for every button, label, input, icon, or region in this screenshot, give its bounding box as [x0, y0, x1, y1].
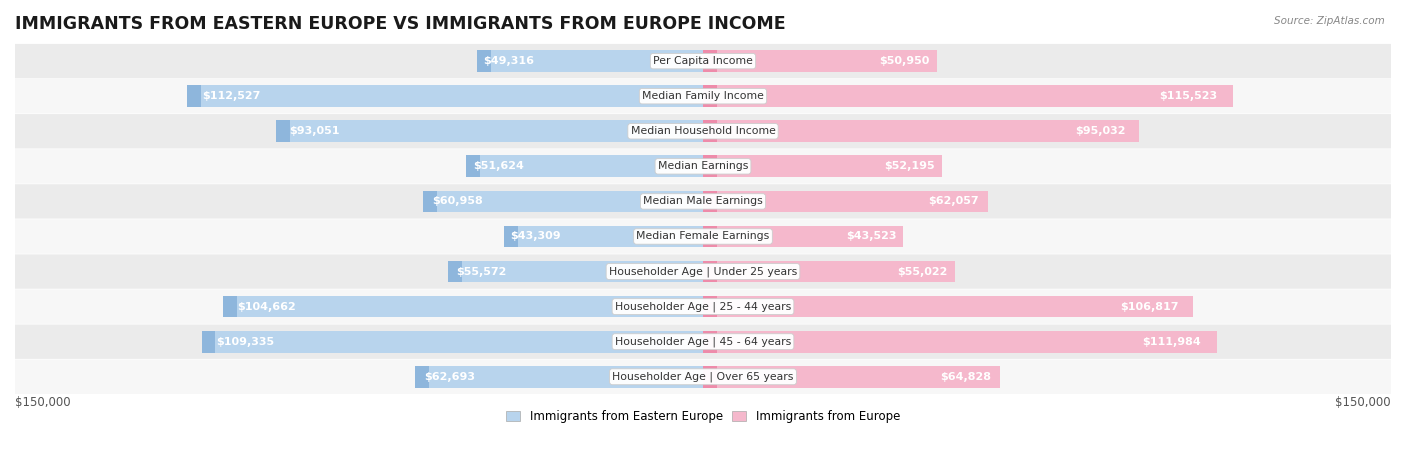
Bar — [703, 156, 942, 177]
FancyBboxPatch shape — [15, 149, 1391, 184]
FancyBboxPatch shape — [15, 114, 1391, 149]
Text: Median Household Income: Median Household Income — [630, 126, 776, 136]
Text: $62,057: $62,057 — [928, 197, 979, 206]
Text: IMMIGRANTS FROM EASTERN EUROPE VS IMMIGRANTS FROM EUROPE INCOME: IMMIGRANTS FROM EASTERN EUROPE VS IMMIGR… — [15, 15, 786, 33]
Bar — [703, 331, 717, 353]
Bar — [415, 366, 429, 388]
FancyBboxPatch shape — [15, 290, 1391, 324]
Text: $64,828: $64,828 — [941, 372, 991, 382]
Text: $50,950: $50,950 — [879, 56, 929, 66]
Text: $106,817: $106,817 — [1119, 302, 1178, 311]
Bar — [276, 120, 703, 142]
Bar — [224, 296, 236, 318]
Bar — [423, 191, 703, 212]
Bar — [703, 261, 717, 283]
FancyBboxPatch shape — [15, 184, 1391, 219]
Bar — [467, 156, 703, 177]
Text: Median Male Earnings: Median Male Earnings — [643, 197, 763, 206]
Text: $109,335: $109,335 — [217, 337, 274, 347]
Bar — [703, 85, 717, 107]
Text: Median Earnings: Median Earnings — [658, 161, 748, 171]
FancyBboxPatch shape — [15, 325, 1391, 359]
Bar — [276, 120, 290, 142]
Bar — [467, 156, 479, 177]
Bar — [703, 50, 717, 72]
Bar — [415, 366, 703, 388]
Legend: Immigrants from Eastern Europe, Immigrants from Europe: Immigrants from Eastern Europe, Immigran… — [501, 405, 905, 428]
Bar — [703, 226, 903, 248]
Bar — [703, 226, 717, 248]
Bar — [187, 85, 703, 107]
Bar — [703, 296, 717, 318]
Text: $60,958: $60,958 — [432, 197, 482, 206]
Text: $115,523: $115,523 — [1159, 91, 1218, 101]
Text: $112,527: $112,527 — [202, 91, 260, 101]
Text: Source: ZipAtlas.com: Source: ZipAtlas.com — [1274, 16, 1385, 26]
FancyBboxPatch shape — [15, 79, 1391, 113]
Bar — [477, 50, 703, 72]
Bar — [703, 85, 1233, 107]
Bar — [201, 331, 215, 353]
Text: $43,523: $43,523 — [846, 232, 897, 241]
FancyBboxPatch shape — [15, 255, 1391, 289]
Bar — [505, 226, 519, 248]
Bar — [224, 296, 703, 318]
Bar — [187, 85, 201, 107]
Text: $51,624: $51,624 — [474, 161, 524, 171]
Bar — [201, 331, 703, 353]
Text: $52,195: $52,195 — [884, 161, 935, 171]
Bar — [505, 226, 703, 248]
Text: $150,000: $150,000 — [1336, 396, 1391, 409]
Text: Householder Age | 25 - 44 years: Householder Age | 25 - 44 years — [614, 301, 792, 312]
Text: $111,984: $111,984 — [1143, 337, 1201, 347]
Bar — [423, 191, 437, 212]
Text: $55,022: $55,022 — [897, 267, 948, 276]
Text: $104,662: $104,662 — [238, 302, 297, 311]
Bar — [703, 120, 1139, 142]
Text: $43,309: $43,309 — [510, 232, 561, 241]
FancyBboxPatch shape — [15, 219, 1391, 254]
Text: $93,051: $93,051 — [290, 126, 339, 136]
Bar — [703, 261, 955, 283]
Bar — [477, 50, 491, 72]
Bar — [703, 296, 1192, 318]
Text: $62,693: $62,693 — [425, 372, 475, 382]
Text: Median Family Income: Median Family Income — [643, 91, 763, 101]
Text: $150,000: $150,000 — [15, 396, 70, 409]
Bar — [703, 366, 717, 388]
Bar — [703, 120, 717, 142]
Bar — [449, 261, 461, 283]
Bar — [703, 191, 717, 212]
Text: $49,316: $49,316 — [484, 56, 534, 66]
Text: Per Capita Income: Per Capita Income — [652, 56, 754, 66]
Bar — [703, 331, 1216, 353]
FancyBboxPatch shape — [15, 360, 1391, 394]
Text: $55,572: $55,572 — [456, 267, 506, 276]
Bar — [703, 156, 717, 177]
Text: Householder Age | Under 25 years: Householder Age | Under 25 years — [609, 266, 797, 277]
Bar — [703, 191, 987, 212]
Text: Householder Age | 45 - 64 years: Householder Age | 45 - 64 years — [614, 336, 792, 347]
Bar — [449, 261, 703, 283]
FancyBboxPatch shape — [15, 44, 1391, 78]
Bar — [703, 50, 936, 72]
Text: $95,032: $95,032 — [1076, 126, 1126, 136]
Bar — [703, 366, 1000, 388]
Text: Householder Age | Over 65 years: Householder Age | Over 65 years — [612, 372, 794, 382]
Text: Median Female Earnings: Median Female Earnings — [637, 232, 769, 241]
